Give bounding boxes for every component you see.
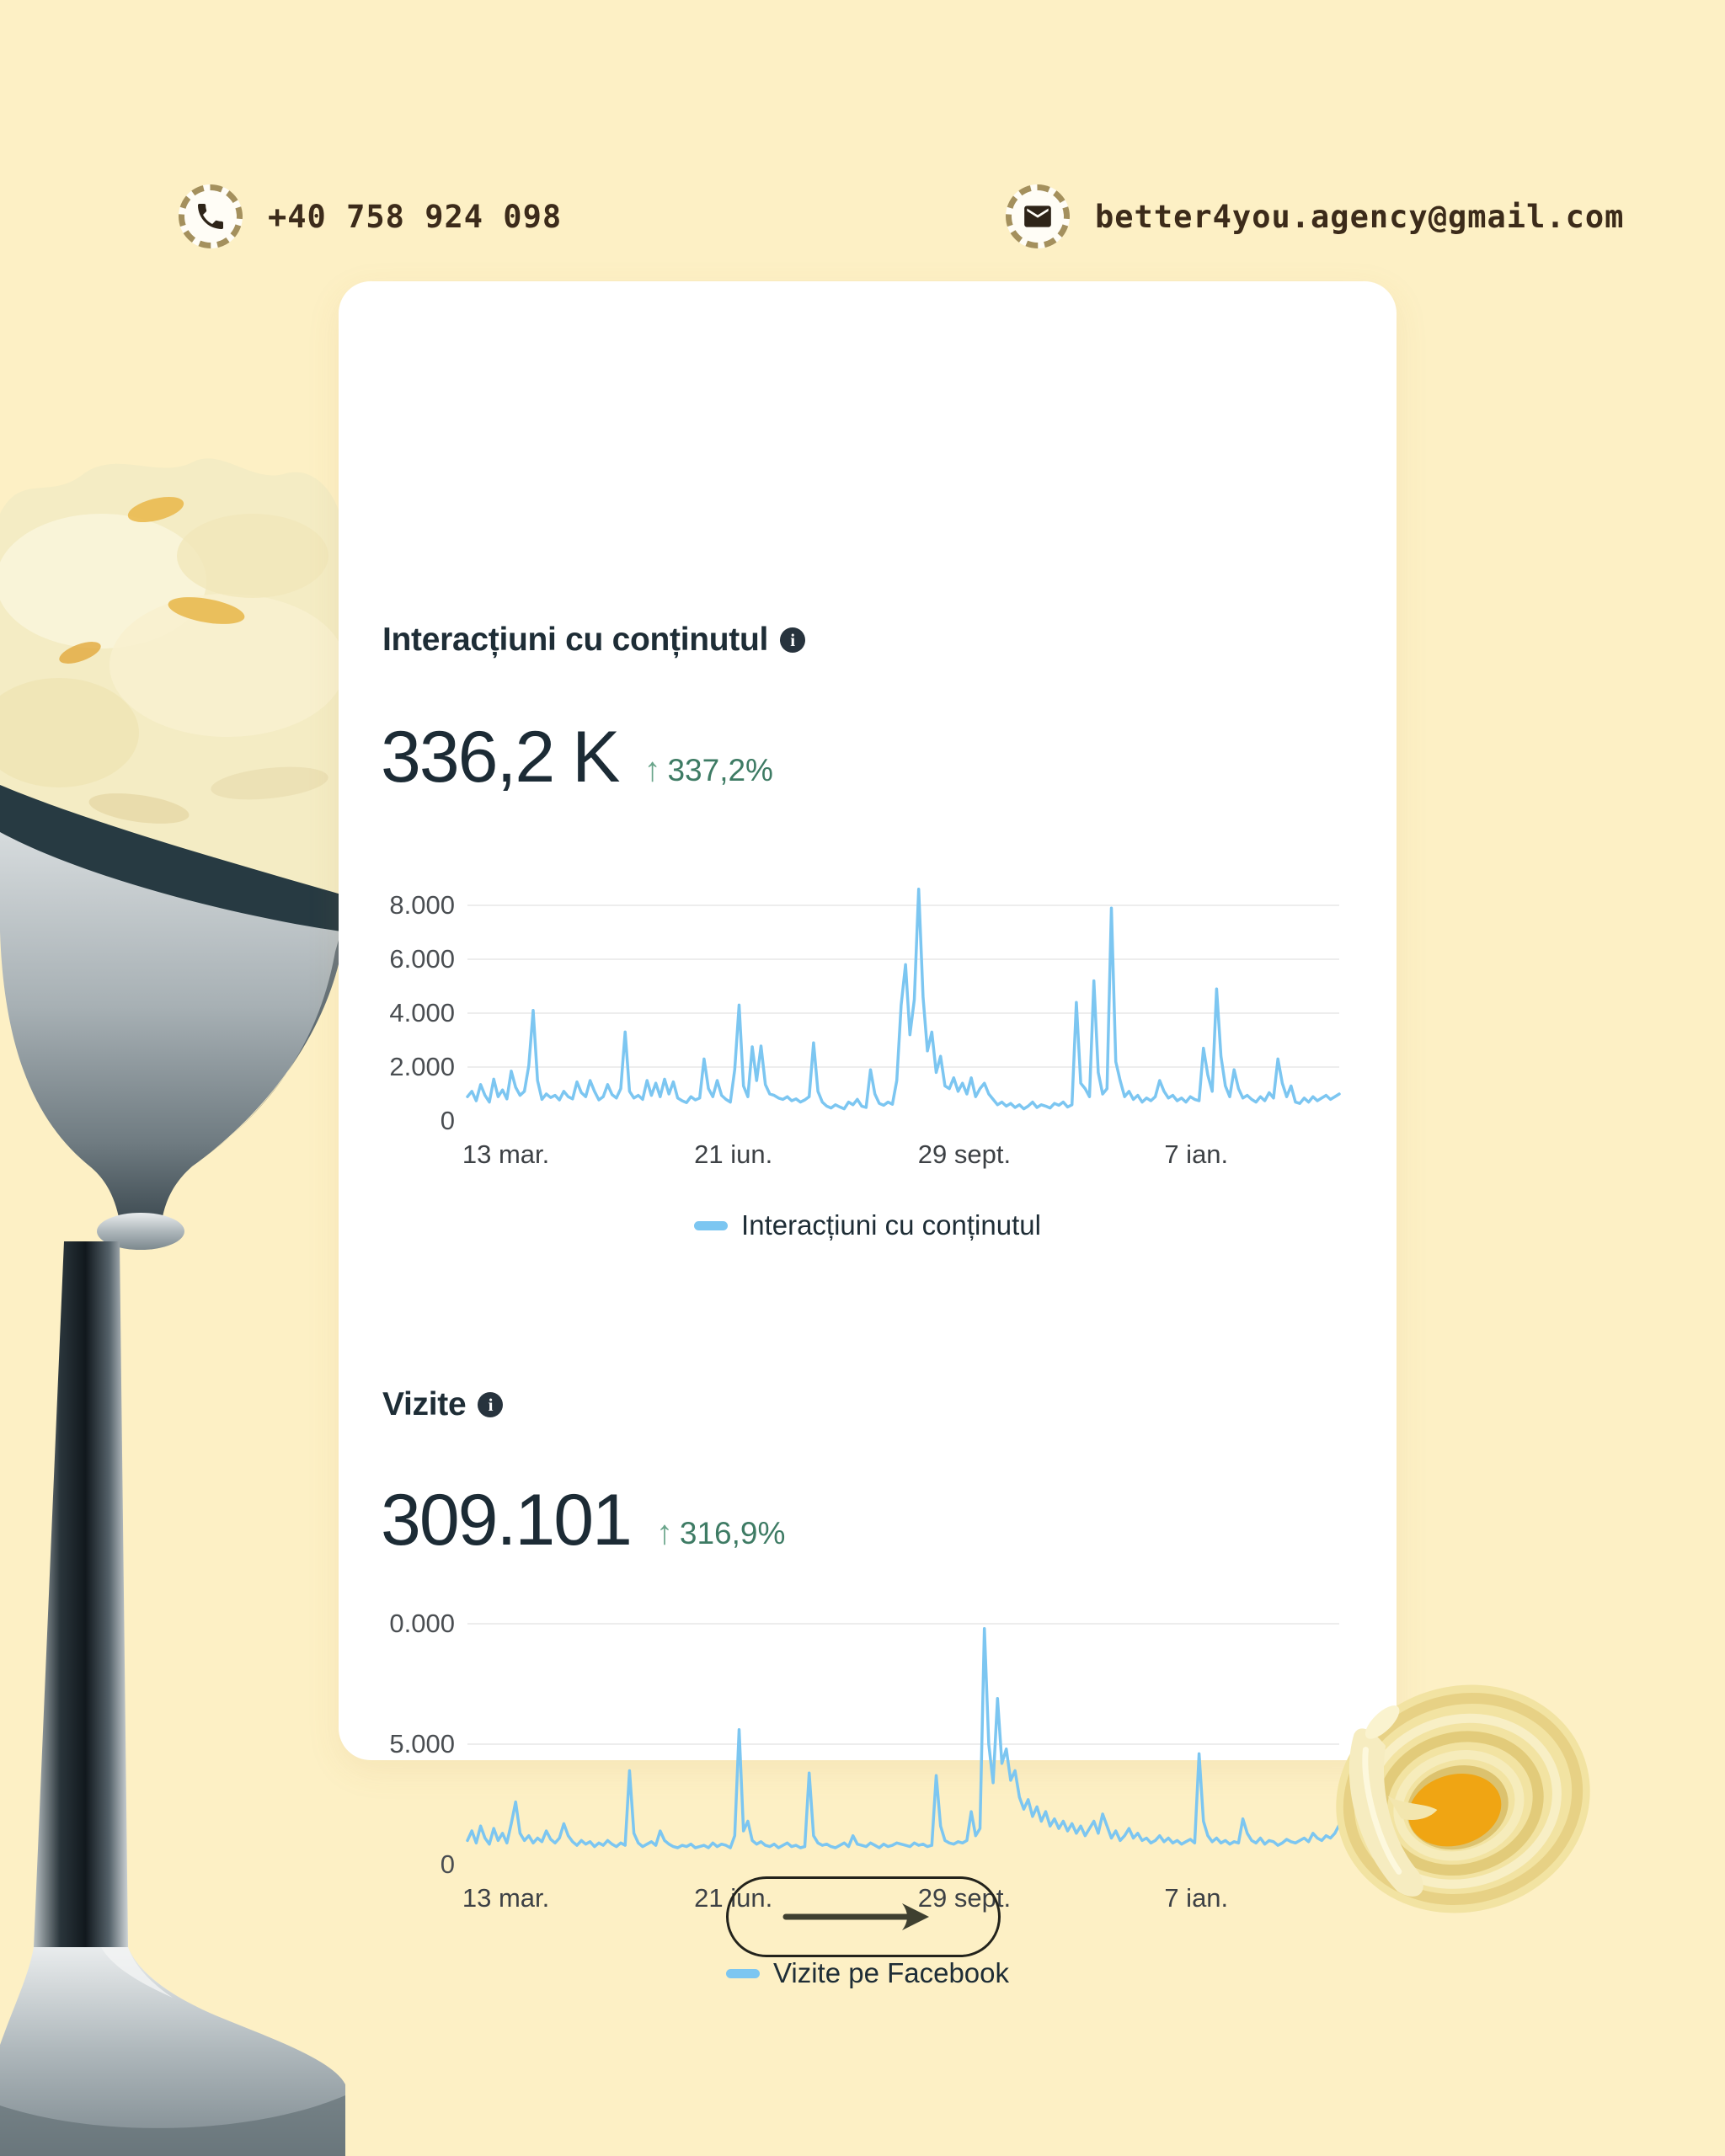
delta-badge: ↑ 337,2%	[644, 753, 773, 793]
chart-plot-area[interactable]	[466, 873, 1341, 1134]
arrow-right-icon	[782, 1903, 929, 1930]
y-tick-label: 0.000	[389, 1609, 455, 1638]
phone-icon	[179, 184, 243, 248]
y-tick-label: 6.000	[389, 944, 455, 974]
y-tick-label: 2.000	[389, 1052, 455, 1081]
analytics-card: Interacțiuni cu conținutul i 336,2 K ↑ 3…	[339, 281, 1397, 1988]
metric-row-visits: 309.101 ↑ 316,9%	[381, 1484, 785, 1556]
x-axis: 13 mar. 21 iun. 29 sept. 7 ian.	[462, 1139, 1339, 1174]
section-title-interactions: Interacțiuni cu conținutul i	[382, 622, 806, 659]
x-tick-label: 7 ian.	[1164, 1883, 1229, 1913]
y-axis: 0 2.000 4.000 6.000 8.000	[350, 873, 455, 1135]
metric-value: 309.101	[381, 1480, 633, 1561]
x-tick-label: 7 ian.	[1164, 1139, 1229, 1169]
goblet-with-whipped-butter	[0, 458, 345, 2156]
metric-row-interactions: 336,2 K ↑ 337,2%	[381, 721, 773, 793]
y-tick-label: 8.000	[389, 890, 455, 920]
legend-label: Interacțiuni cu conținutul	[741, 1209, 1041, 1241]
info-icon[interactable]: i	[780, 627, 806, 653]
visits-line-chart[interactable]: 0 5.000 0.000 13 mar. 21 iun. 29 sept. 7 ian.	[389, 1609, 1341, 1913]
x-tick-label: 21 iun.	[694, 1139, 773, 1169]
next-arrow-button[interactable]	[726, 1876, 1001, 1957]
email-contact[interactable]: better4you.agency@gmail.com	[1006, 184, 1624, 248]
y-axis: 0 5.000 0.000	[350, 1609, 455, 1879]
x-tick-label: 29 sept.	[917, 1139, 1012, 1169]
chart-plot-area[interactable]	[466, 1616, 1341, 1877]
section-title-text: Vizite	[382, 1386, 467, 1422]
delta-percent: 316,9%	[679, 1515, 786, 1550]
butter-curl	[1336, 1684, 1590, 1913]
up-arrow-icon: ↑	[644, 751, 661, 788]
delta-badge: ↑ 316,9%	[656, 1516, 786, 1556]
legend-line-swatch	[694, 1220, 729, 1230]
section-title-text: Interacțiuni cu conținutul	[382, 622, 769, 658]
legend-label: Vizite pe Facebook	[772, 1957, 1010, 1988]
y-tick-label: 0	[440, 1849, 455, 1879]
x-tick-label: 13 mar.	[462, 1139, 550, 1169]
phone-number: +40 758 924 098	[268, 198, 563, 235]
interactions-line-chart[interactable]: 0 2.000 4.000 6.000 8.000 13 mar. 21 iun. 29 s…	[389, 873, 1341, 1169]
chart-legend: Interacțiuni cu conținutul	[339, 1209, 1397, 1241]
section-title-visits: Vizite i	[382, 1386, 504, 1423]
legend-line-swatch	[725, 1968, 760, 1978]
y-tick-label: 4.000	[389, 998, 455, 1027]
y-tick-label: 5.000	[389, 1729, 455, 1758]
chart-legend: Vizite pe Facebook	[339, 1957, 1397, 1989]
phone-contact[interactable]: +40 758 924 098	[179, 184, 562, 248]
info-icon[interactable]: i	[478, 1392, 504, 1417]
delta-percent: 337,2%	[667, 752, 773, 787]
up-arrow-icon: ↑	[655, 1514, 673, 1551]
x-tick-label: 13 mar.	[462, 1883, 550, 1913]
y-tick-label: 0	[440, 1106, 455, 1135]
metric-value: 336,2 K	[381, 717, 620, 798]
email-address: better4you.agency@gmail.com	[1095, 198, 1625, 235]
mail-icon	[1006, 184, 1070, 248]
